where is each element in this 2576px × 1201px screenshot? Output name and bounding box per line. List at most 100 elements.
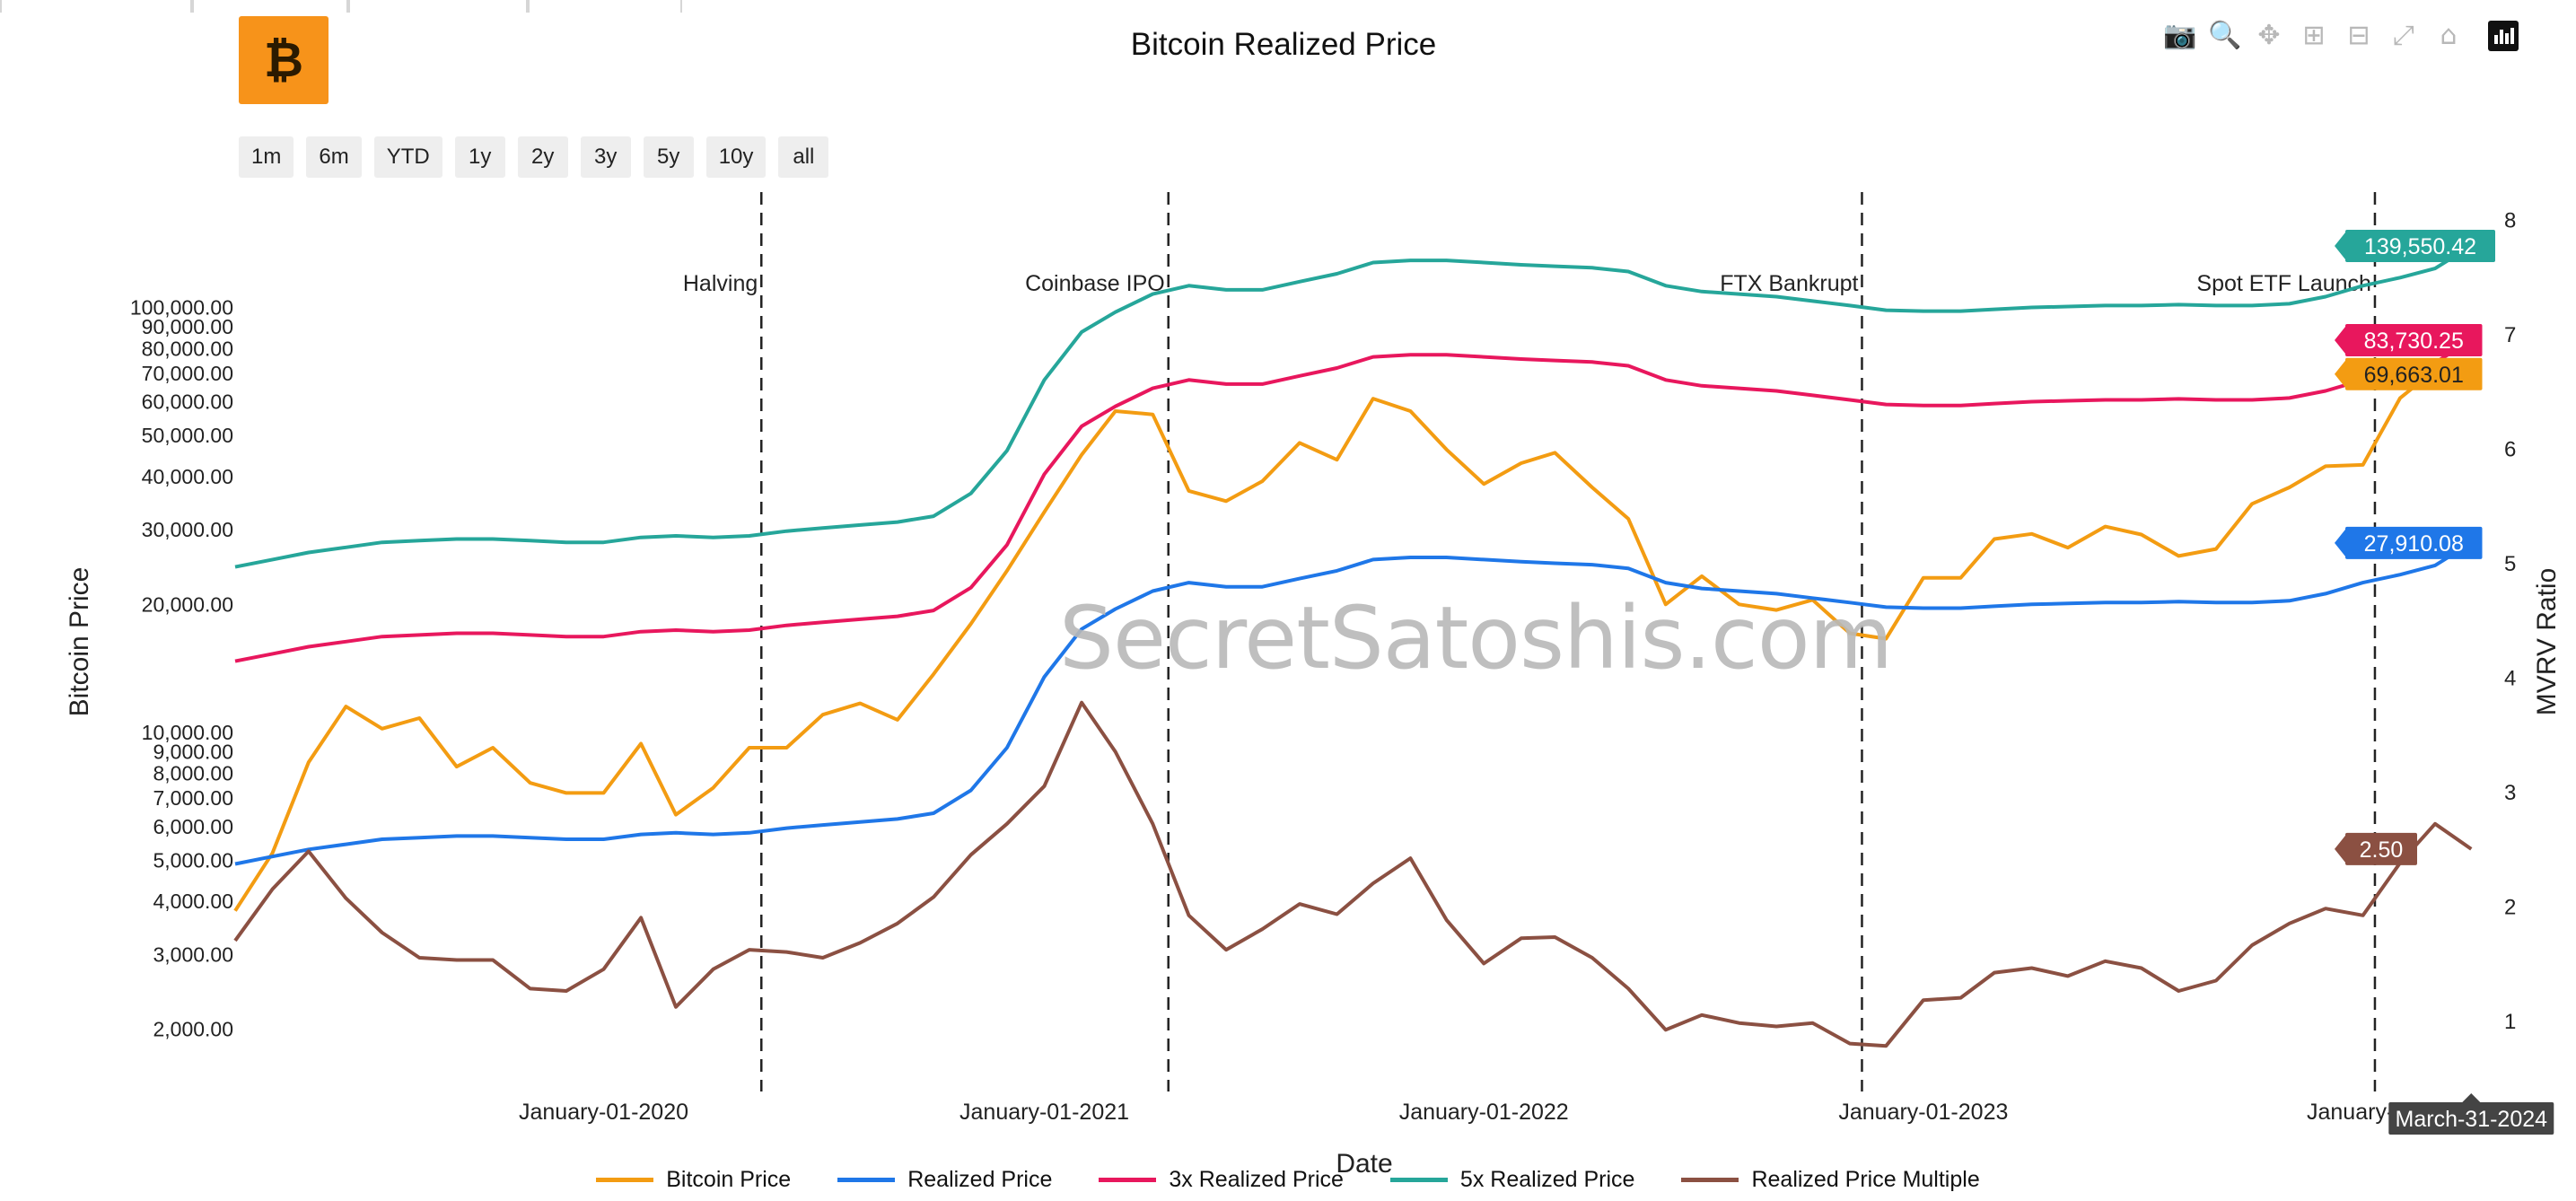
legend-swatch — [1389, 1178, 1448, 1182]
y2-axis-title: MVRV Ratio — [2532, 568, 2562, 716]
y-tick-label: 60,000.00 — [142, 390, 233, 413]
y-tick-label: 3,000.00 — [153, 942, 233, 966]
legend-swatch — [596, 1178, 654, 1182]
series-line — [234, 338, 2473, 663]
legend-label: Realized Price — [907, 1167, 1053, 1192]
legend-swatch — [837, 1178, 896, 1182]
end-label-pointer — [2335, 326, 2345, 354]
event-label: Coinbase IPO — [1025, 271, 1165, 296]
end-label-pointer — [2335, 232, 2345, 259]
y-tick-label: 10,000.00 — [142, 721, 233, 744]
watermark: SecretSatoshis.com — [1059, 588, 1893, 688]
range-button-1y[interactable]: 1y — [454, 136, 505, 178]
range-button-all[interactable]: all — [778, 136, 829, 178]
end-label-pointer — [2335, 835, 2345, 863]
x-tick-label: January-01-2022 — [1399, 1100, 1569, 1125]
tab-stub — [0, 0, 192, 13]
bitcoin-logo[interactable]: ₿ — [239, 16, 329, 104]
range-button-10y[interactable]: 10y — [705, 136, 767, 178]
y-tick-label: 8,000.00 — [153, 762, 233, 785]
x-tick-label: January-01-2023 — [1838, 1100, 2008, 1125]
y-axis-title: Bitcoin Price — [65, 567, 94, 717]
y-tick-label: 90,000.00 — [142, 315, 233, 338]
range-selector: 1m 6m YTD 1y 2y 3y 5y 10y all — [239, 136, 829, 178]
legend-item-bitcoin-price[interactable]: Bitcoin Price — [596, 1167, 791, 1193]
y-tick-label: 80,000.00 — [142, 337, 233, 360]
y-tick-label: 50,000.00 — [142, 424, 233, 447]
zoom-out-icon[interactable]: ⊟ — [2347, 20, 2370, 51]
tab-stub — [348, 0, 528, 13]
end-label-value: 69,663.01 — [2364, 363, 2464, 388]
hover-date-box — [2388, 1102, 2554, 1135]
series-line — [234, 541, 2473, 866]
tab-stub — [528, 0, 682, 13]
event-label: FTX Bankrupt — [1720, 271, 1858, 296]
y2-tick-label: 7 — [2504, 323, 2516, 347]
y-tick-label: 100,000.00 — [130, 295, 233, 319]
plotly-logo-icon[interactable] — [2488, 21, 2519, 51]
legend-label: Bitcoin Price — [666, 1167, 792, 1192]
end-label-box — [2345, 357, 2483, 390]
end-label-value: 83,730.25 — [2364, 329, 2464, 354]
range-button-2y[interactable]: 2y — [517, 136, 568, 178]
y-tick-label: 7,000.00 — [153, 786, 233, 810]
range-button-ytd[interactable]: YTD — [373, 136, 442, 178]
range-button-3y[interactable]: 3y — [580, 136, 631, 178]
legend-swatch — [1099, 1178, 1157, 1182]
legend: Bitcoin Price Realized Price 3x Realized… — [0, 1167, 2576, 1193]
series-line — [234, 244, 2473, 569]
y2-tick-label: 2 — [2504, 896, 2516, 920]
y2-tick-label: 6 — [2504, 438, 2516, 462]
y2-tick-label: 4 — [2504, 667, 2516, 691]
pan-icon[interactable]: ✥ — [2257, 20, 2281, 51]
y-tick-label: 70,000.00 — [142, 362, 233, 385]
x-tick-label: January-01-2021 — [959, 1100, 1129, 1125]
series-line — [233, 700, 2473, 1048]
legend-item-realized-price-multiple[interactable]: Realized Price Multiple — [1681, 1167, 1980, 1193]
legend-label: 5x Realized Price — [1459, 1167, 1635, 1192]
legend-item-5x-realized-price[interactable]: 5x Realized Price — [1389, 1167, 1635, 1193]
y2-tick-label: 5 — [2504, 552, 2516, 576]
legend-swatch — [1681, 1178, 1739, 1182]
zoom-icon[interactable]: 🔍 — [2208, 20, 2242, 51]
y-tick-label: 5,000.00 — [153, 848, 233, 872]
camera-icon[interactable]: 📷 — [2163, 20, 2197, 51]
y2-tick-label: 8 — [2504, 209, 2516, 233]
x-tick-label: January-01-2020 — [519, 1100, 688, 1125]
legend-item-realized-price[interactable]: Realized Price — [837, 1167, 1052, 1193]
range-button-5y[interactable]: 5y — [643, 136, 694, 178]
y-tick-label: 2,000.00 — [153, 1018, 233, 1041]
y2-tick-label: 3 — [2504, 781, 2516, 805]
legend-label: 3x Realized Price — [1169, 1167, 1344, 1192]
y-tick-label: 4,000.00 — [153, 890, 233, 913]
end-label-pointer — [2335, 360, 2345, 388]
y-tick-label: 40,000.00 — [142, 465, 233, 488]
event-label: Halving — [683, 271, 758, 296]
legend-item-3x-realized-price[interactable]: 3x Realized Price — [1099, 1167, 1344, 1193]
bitcoin-logo-icon: ₿ — [263, 31, 303, 88]
y-tick-label: 30,000.00 — [142, 518, 233, 541]
autoscale-icon[interactable]: ⤢ — [2393, 20, 2414, 51]
chart-title: Bitcoin Realized Price — [1130, 27, 1437, 62]
legend-label: Realized Price Multiple — [1751, 1167, 1980, 1192]
reset-axes-icon[interactable]: ⌂ — [2440, 20, 2458, 51]
zoom-in-icon[interactable]: ⊞ — [2302, 20, 2326, 51]
range-button-1m[interactable]: 1m — [239, 136, 294, 178]
y2-tick-label: 1 — [2504, 1010, 2516, 1034]
end-label-value: 27,910.08 — [2364, 531, 2464, 557]
end-label-box — [2345, 526, 2483, 559]
end-label-value: 2.50 — [2360, 837, 2404, 863]
y-tick-label: 20,000.00 — [142, 592, 233, 616]
x-axis-title: Date — [1336, 1149, 1392, 1179]
end-label-box — [2345, 832, 2417, 865]
range-button-6m[interactable]: 6m — [306, 136, 362, 178]
end-label-pointer — [2335, 529, 2345, 557]
y-tick-label: 6,000.00 — [153, 815, 233, 838]
tab-stub — [192, 0, 348, 13]
hover-date-label: March-31-2024 — [2396, 1107, 2548, 1132]
modebar: 📷 🔍 ✥ ⊞ ⊟ ⤢ ⌂ — [2163, 20, 2519, 52]
series-line — [233, 368, 2472, 912]
end-label-box — [2345, 229, 2495, 262]
y-tick-label: 9,000.00 — [153, 740, 233, 763]
